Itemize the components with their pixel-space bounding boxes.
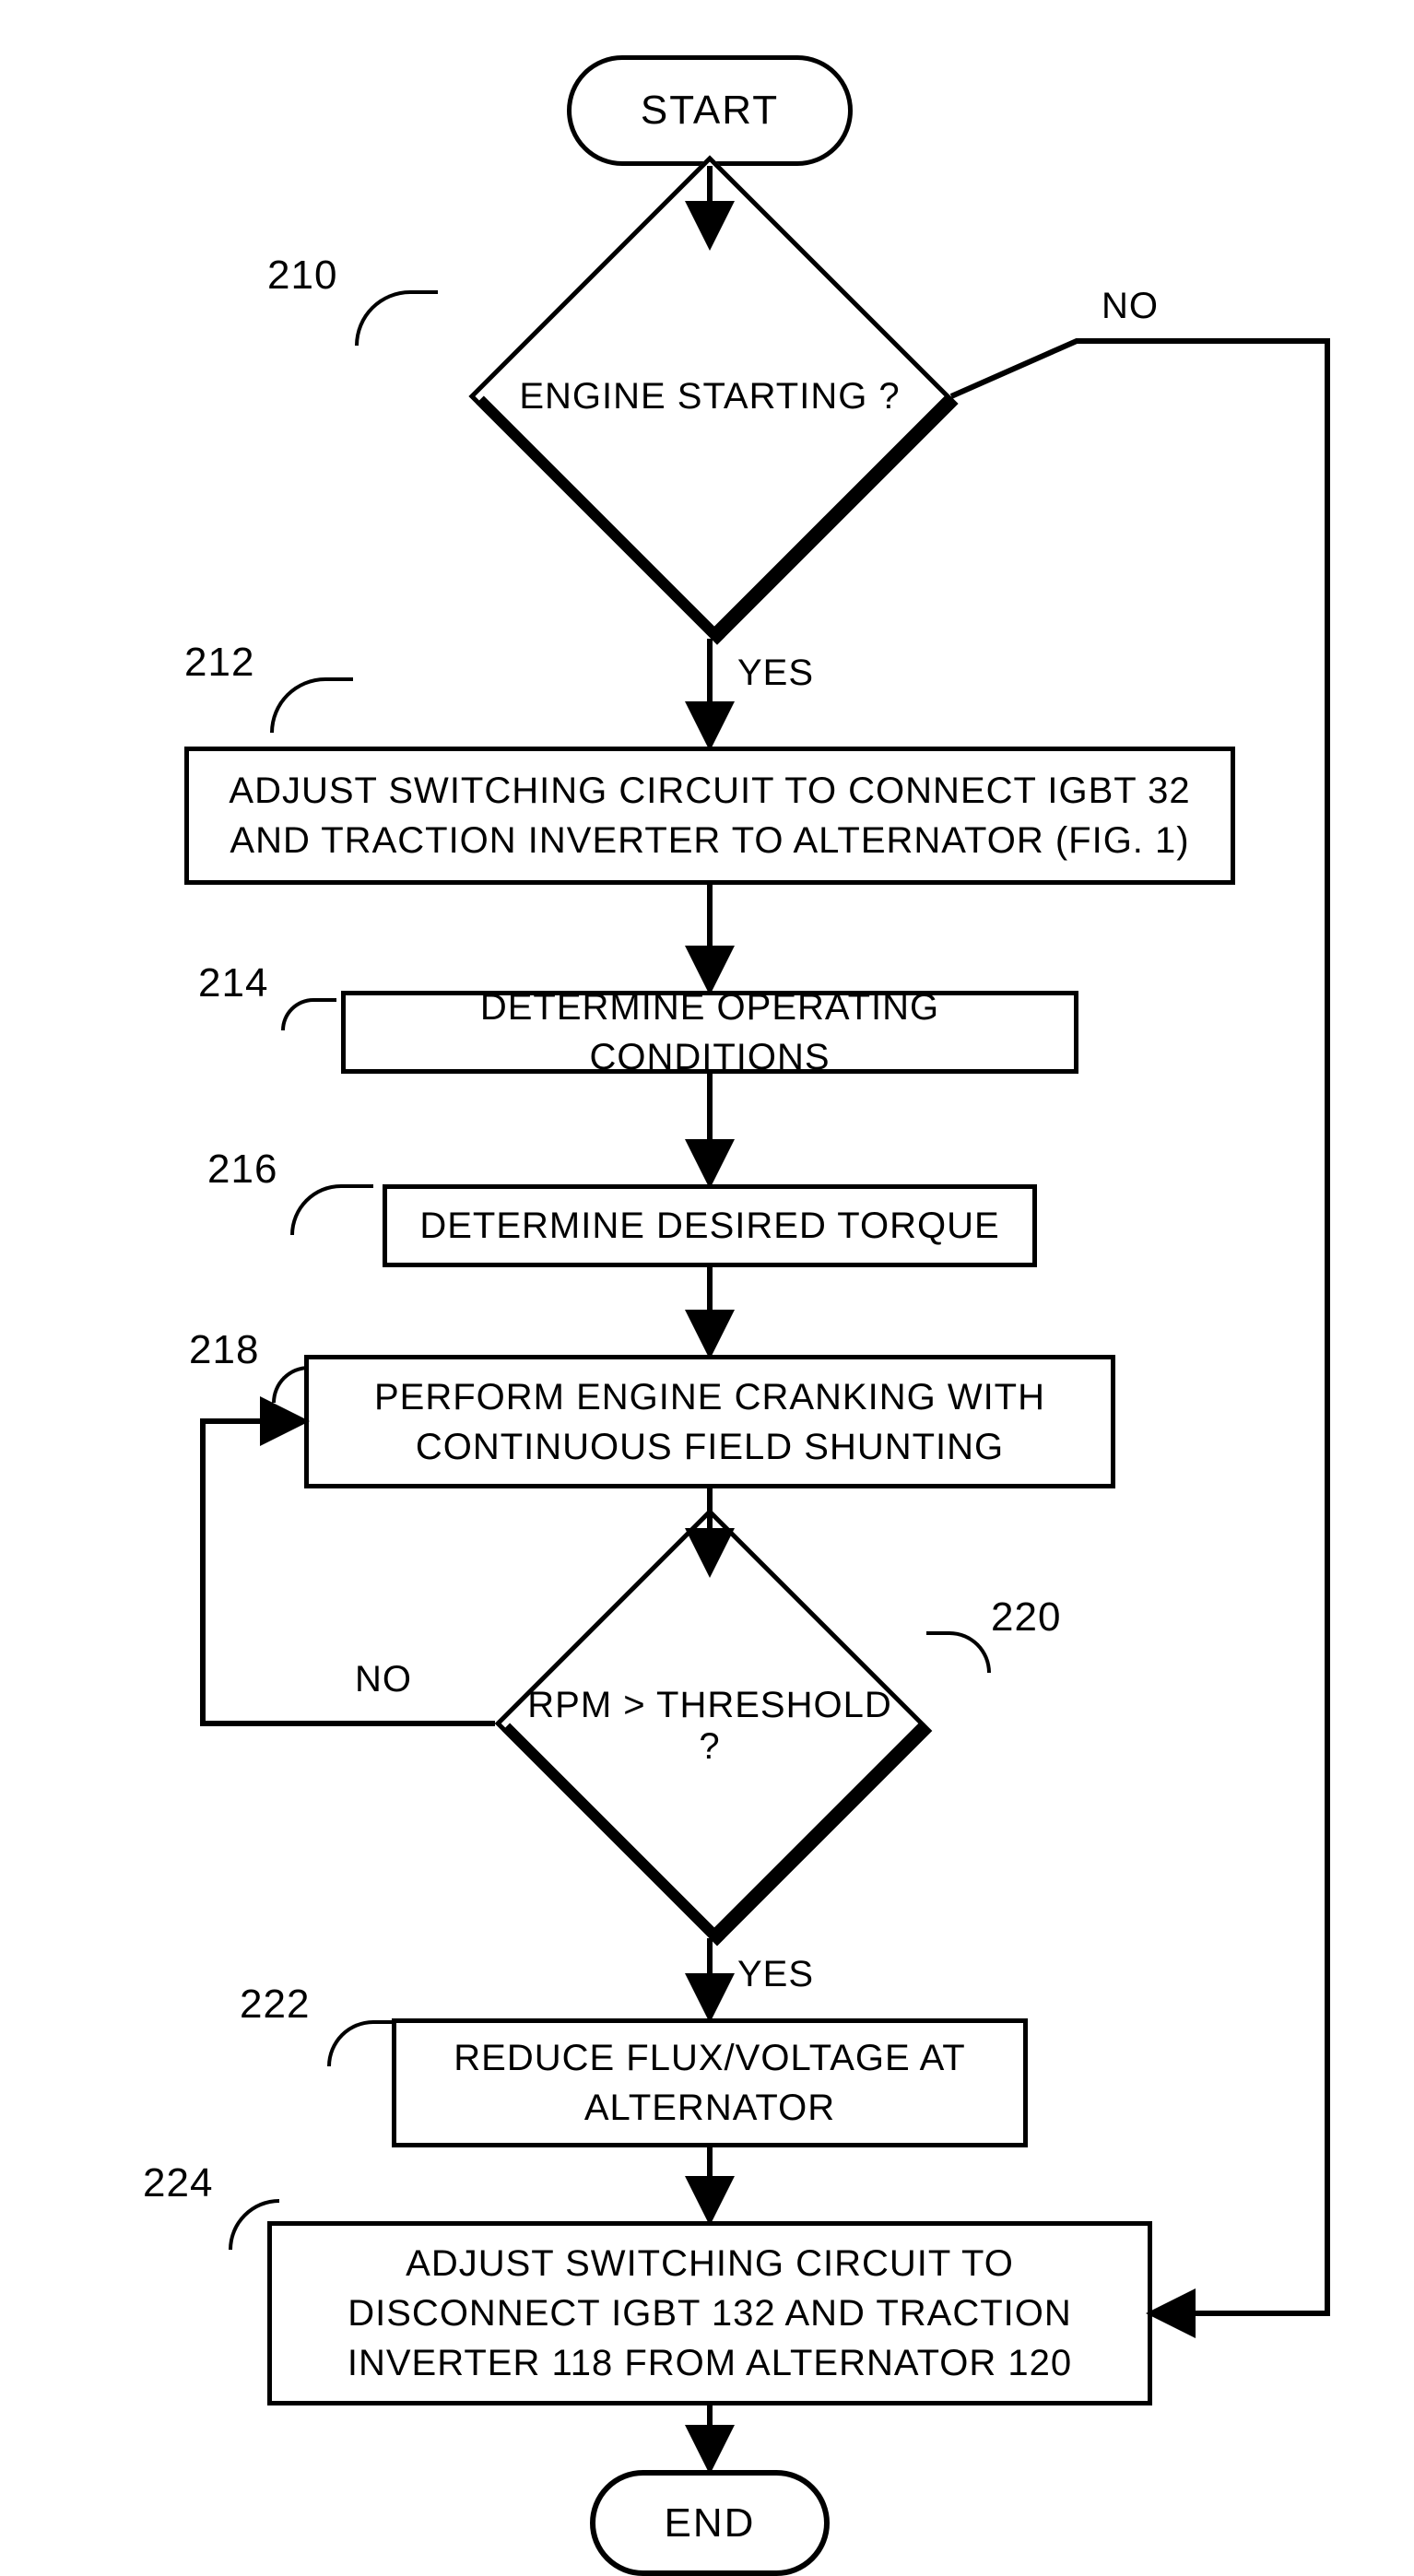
process-reduce-flux-voltage: REDUCE FLUX/VOLTAGE AT ALTERNATOR [392,2018,1028,2147]
process-218-label: PERFORM ENGINE CRANKING WITH CONTINUOUS … [327,1372,1092,1472]
edge-yes-1: YES [737,653,814,694]
ref-224: 224 [143,2160,213,2206]
edge-yes-2: YES [737,1954,814,1995]
leader-212 [270,677,353,733]
ref-210: 210 [267,253,337,299]
process-224-label: ADJUST SWITCHING CIRCUIT TO DISCONNECT I… [290,2239,1129,2388]
leader-216 [290,1184,373,1235]
process-adjust-switching-connect: ADJUST SWITCHING CIRCUIT TO CONNECT IGBT… [184,747,1235,885]
leader-220 [926,1631,991,1673]
terminal-start: START [567,55,853,166]
process-214-label: DETERMINE OPERATING CONDITIONS [364,982,1055,1082]
leader-210 [355,290,438,346]
process-determine-operating-conditions: DETERMINE OPERATING CONDITIONS [341,991,1078,1074]
ref-216: 216 [207,1147,277,1193]
process-222-label: REDUCE FLUX/VOLTAGE AT ALTERNATOR [415,2033,1005,2133]
ref-220: 220 [991,1594,1061,1641]
terminal-start-label: START [641,88,779,134]
terminal-end: END [590,2470,830,2576]
ref-222: 222 [240,1982,310,2028]
process-212-label: ADJUST SWITCHING CIRCUIT TO CONNECT IGBT… [207,766,1212,865]
ref-212: 212 [184,640,254,686]
leader-224 [229,2199,279,2250]
process-determine-desired-torque: DETERMINE DESIRED TORQUE [383,1184,1037,1267]
ref-214: 214 [198,960,268,1006]
flowchart-canvas: START ENGINE STARTING ? ADJUST SWITCHING… [0,0,1414,2527]
terminal-end-label: END [665,2500,756,2547]
ref-218: 218 [189,1327,259,1373]
leader-214 [281,998,336,1030]
leader-218 [272,1366,309,1403]
edge-no-1: NO [1102,286,1159,327]
process-perform-engine-cranking: PERFORM ENGINE CRANKING WITH CONTINUOUS … [304,1355,1115,1488]
edge-no-2: NO [355,1659,412,1700]
process-216-label: DETERMINE DESIRED TORQUE [419,1201,999,1251]
process-adjust-switching-disconnect: ADJUST SWITCHING CIRCUIT TO DISCONNECT I… [267,2221,1152,2405]
leader-222 [327,2020,392,2066]
